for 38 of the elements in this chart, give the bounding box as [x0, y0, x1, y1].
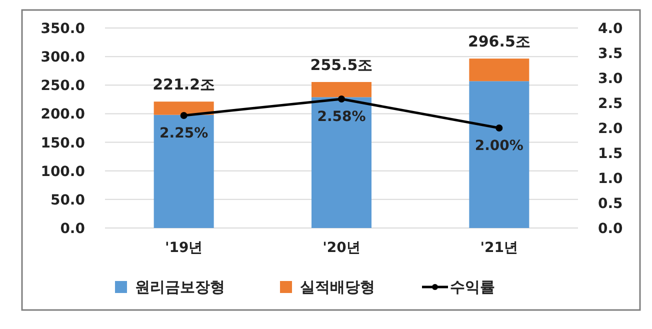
x-tick-label: '21년	[480, 240, 518, 256]
y2-tick-label: 1.0	[598, 171, 624, 187]
y2-tick-label: 1.5	[598, 146, 623, 162]
bar	[312, 82, 372, 98]
y-tick-label: 50.0	[50, 192, 86, 208]
point	[338, 96, 345, 102]
bar	[469, 58, 530, 82]
data-label: 2.58%	[317, 109, 366, 125]
y-tick-label: 150.0	[40, 135, 86, 152]
y-tick-label: 200.0	[40, 106, 86, 123]
legend-label: 실적배당형	[300, 278, 375, 296]
x-tick-label: '19년	[164, 240, 203, 256]
legend-label: 수익률	[450, 278, 495, 296]
total-label: 221.2조	[152, 76, 216, 94]
y2-tick-label: 0.0	[598, 221, 624, 237]
y-tick-label: 350.0	[40, 21, 86, 37]
y2-tick-label: 2.5	[598, 96, 623, 112]
point	[180, 112, 188, 119]
y-tick-label: 100.0	[40, 164, 86, 180]
y-tick-label: 0.0	[60, 221, 86, 237]
y2-tick-label: 0.5	[598, 196, 623, 212]
y-tick-label: 300.0	[40, 50, 86, 66]
point	[496, 124, 503, 132]
data-label: 2.00%	[474, 138, 524, 154]
x-tick-label: '20년	[322, 240, 360, 256]
data-label: 2.25%	[160, 126, 208, 142]
bar	[154, 114, 214, 228]
y2-tick-label: 3.5	[598, 46, 623, 62]
legend-label: 원리금보장형	[135, 278, 225, 296]
y2-tick-label: 4.0	[598, 21, 624, 37]
total-label: 296.5조	[468, 32, 530, 51]
y-tick-label: 250.0	[40, 78, 86, 94]
bar	[312, 97, 372, 228]
bar	[469, 81, 530, 228]
y2-tick-label: 2.0	[598, 121, 624, 137]
total-label: 255.5조	[310, 56, 373, 74]
y2-tick-label: 3.0	[598, 71, 624, 87]
bar	[154, 102, 214, 115]
